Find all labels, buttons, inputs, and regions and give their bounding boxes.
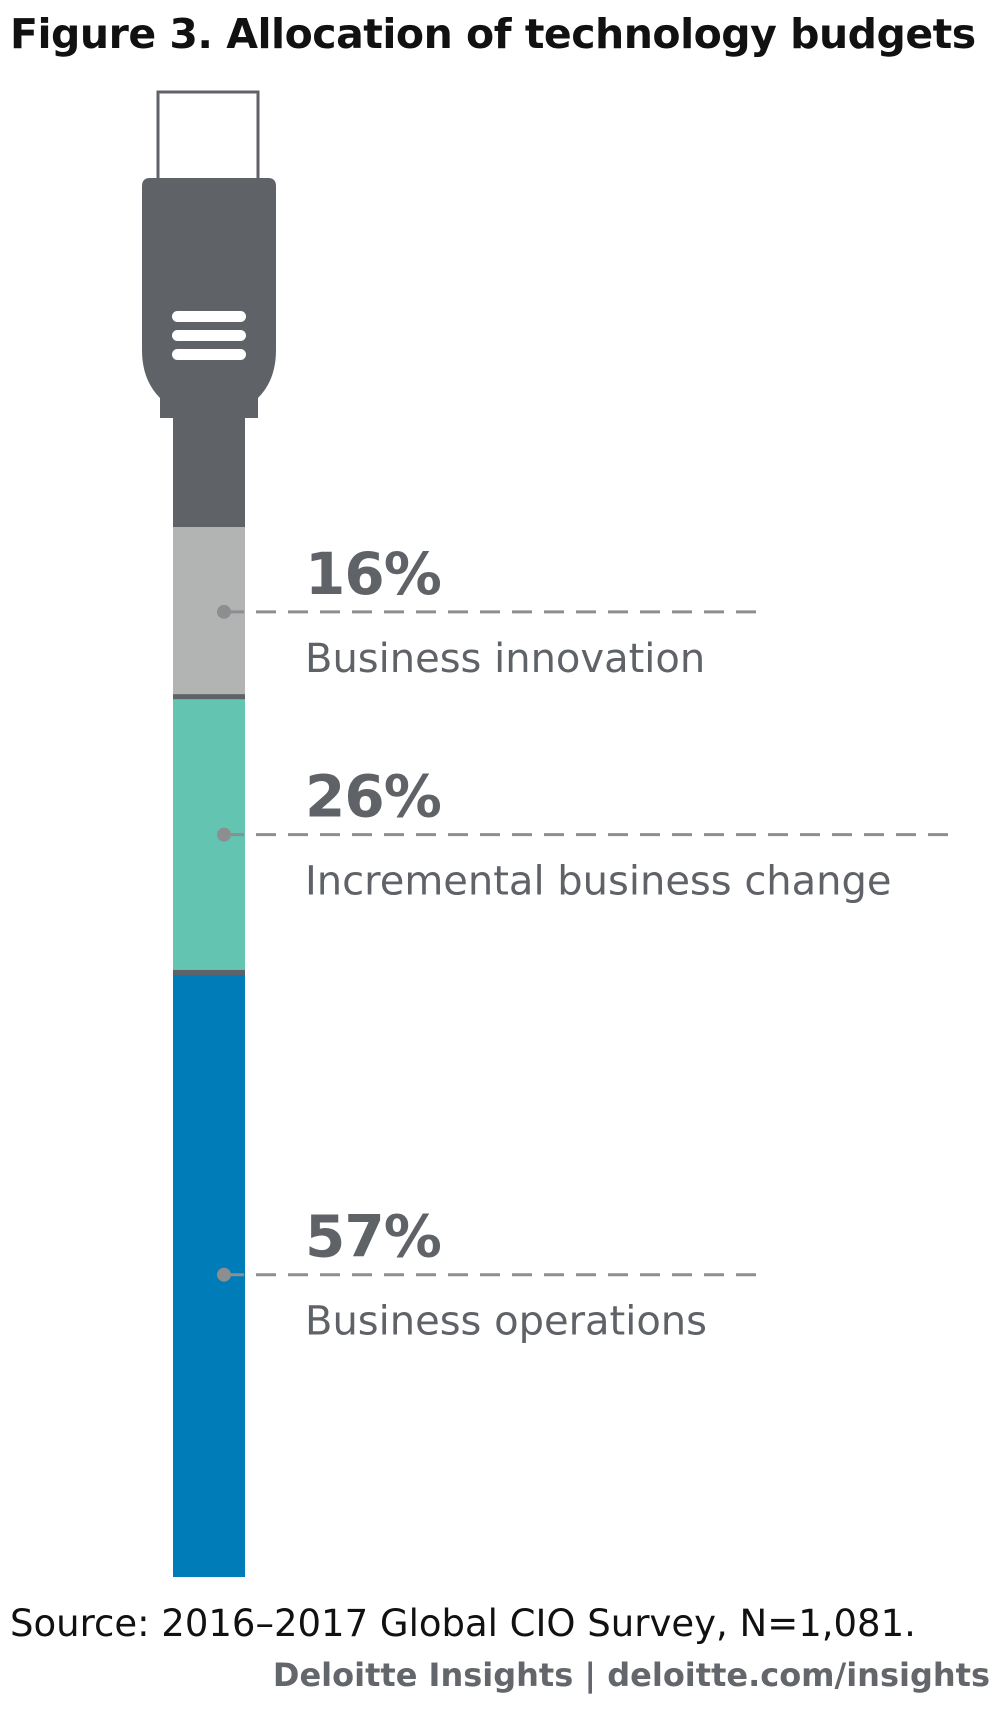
category-label: Business operations xyxy=(305,1299,707,1345)
value-label: 16% xyxy=(305,540,441,608)
leader-dot xyxy=(217,604,231,619)
value-label: 26% xyxy=(305,763,441,831)
source-note: Source: 2016–2017 Global CIO Survey, N=1… xyxy=(10,1602,916,1645)
plug-grip-line xyxy=(172,349,246,360)
chart-graphic: 16% Business innovation 26% Incremental bus… xyxy=(142,90,950,1577)
plug-grip-line xyxy=(172,330,246,341)
leader-dot xyxy=(217,827,231,842)
plug-grip-line xyxy=(172,311,246,322)
plug-icon xyxy=(142,90,276,527)
plug-head xyxy=(142,178,276,418)
category-label: Business innovation xyxy=(305,636,705,682)
cable-stem xyxy=(173,418,245,527)
value-label: 57% xyxy=(305,1203,441,1271)
credit-line: Deloitte Insights | deloitte.com/insight… xyxy=(272,1656,990,1694)
leader-dot xyxy=(217,1267,231,1282)
category-label: Incremental business change xyxy=(305,859,892,905)
plug-prong xyxy=(156,90,260,184)
segment-divider xyxy=(173,694,245,700)
segment-divider xyxy=(173,969,245,975)
chart-title: Figure 3. Allocation of technology budge… xyxy=(10,10,976,58)
